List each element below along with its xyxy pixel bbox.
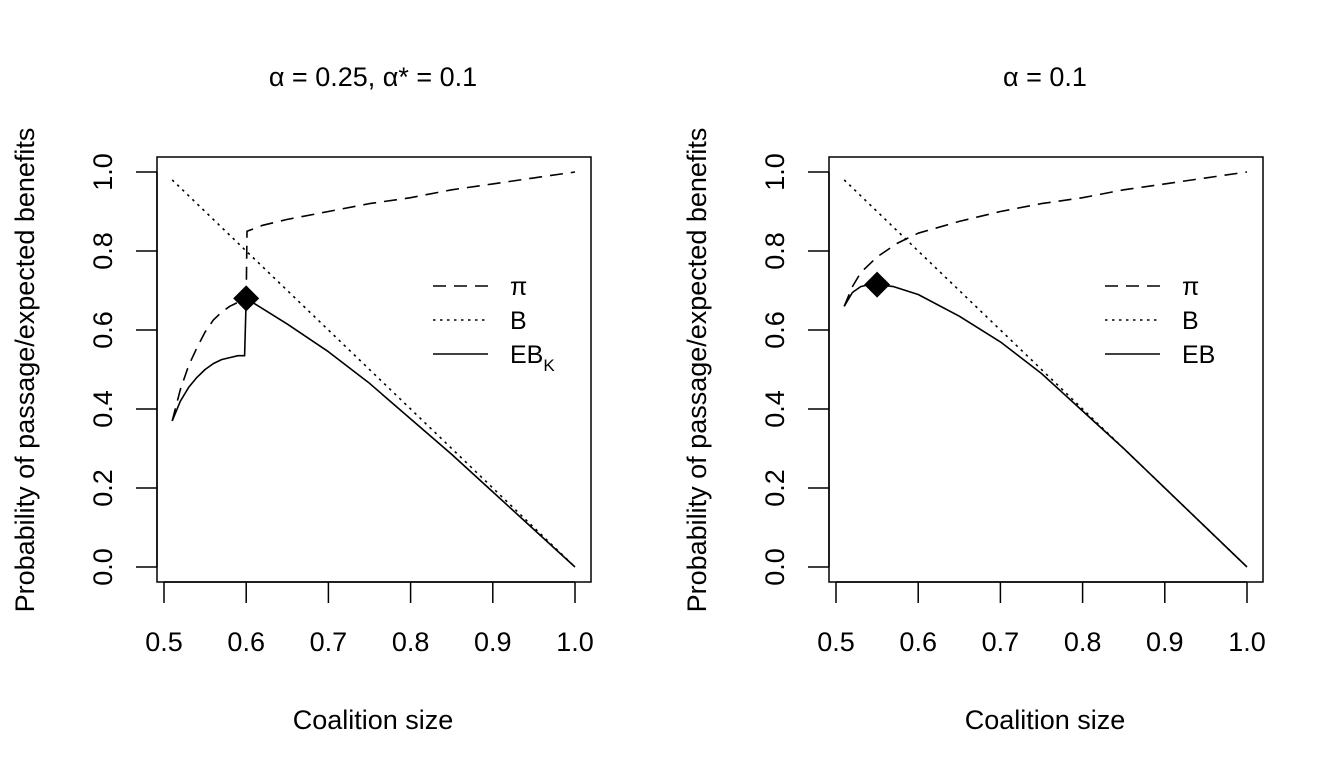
y-tick-label: 1.0	[760, 153, 790, 191]
x-tick-label: 0.9	[1146, 627, 1184, 657]
legend-label: B	[1182, 307, 1199, 335]
y-tick-label: 0.2	[88, 469, 118, 507]
y-tick-label: 0.8	[760, 232, 790, 270]
legend-label: π	[1182, 273, 1199, 301]
legend-label: EB	[1182, 341, 1215, 369]
legend-label: B	[510, 307, 527, 335]
y-axis-label: Probability of passage/expected benefits	[682, 128, 712, 613]
optimum-marker	[233, 285, 260, 312]
x-tick-label: 0.5	[817, 627, 855, 657]
y-tick-label: 0.6	[88, 311, 118, 349]
plot-frame	[828, 156, 1264, 583]
y-tick-label: 0.0	[760, 548, 790, 586]
x-tick-label: 1.0	[1228, 627, 1266, 657]
chart-panel-2: α = 0.1 0.5 0.6 0.7 0.8 0.9 1.0 0.0 0.2 0.4 0.6 0.8…	[682, 62, 1266, 735]
optimum-marker	[864, 271, 891, 298]
x-tick-label: 0.8	[1064, 627, 1102, 657]
y-tick-label: 0.8	[88, 232, 118, 270]
y-tick-label: 0.4	[760, 390, 790, 428]
y-tick-label: 0.2	[760, 469, 790, 507]
legend-label: π	[510, 273, 527, 301]
plot-frame	[156, 156, 592, 583]
chart-panel-1: α = 0.25, α* = 0.1 0.5 0.6 0.7 0.8 0.9 1.0 0.0 0…	[10, 62, 594, 735]
x-axis-label: Coalition size	[965, 705, 1126, 735]
x-tick-label: 0.8	[392, 627, 430, 657]
y-axis-label: Probability of passage/expected benefits	[10, 128, 40, 613]
y-tick-label: 0.4	[88, 390, 118, 428]
x-tick-label: 0.6	[899, 627, 937, 657]
series-line-3	[171, 297, 576, 568]
x-tick-label: 0.9	[474, 627, 512, 657]
x-axis-label: Coalition size	[293, 705, 454, 735]
series-line-3	[843, 283, 1248, 568]
legend-label: EBK	[510, 341, 555, 375]
x-tick-label: 0.6	[227, 627, 265, 657]
series-line-2	[843, 179, 1248, 568]
x-tick-label: 1.0	[556, 627, 594, 657]
chart-title: α = 0.1	[1003, 62, 1087, 92]
x-tick-label: 0.5	[145, 627, 183, 657]
series-line-2	[171, 179, 576, 568]
y-tick-label: 0.6	[760, 311, 790, 349]
x-tick-label: 0.7	[982, 627, 1020, 657]
y-tick-label: 1.0	[88, 153, 118, 191]
x-tick-label: 0.7	[310, 627, 348, 657]
series-line-1	[843, 171, 1248, 307]
chart-title: α = 0.25, α* = 0.1	[269, 62, 477, 92]
y-tick-label: 0.0	[88, 548, 118, 586]
